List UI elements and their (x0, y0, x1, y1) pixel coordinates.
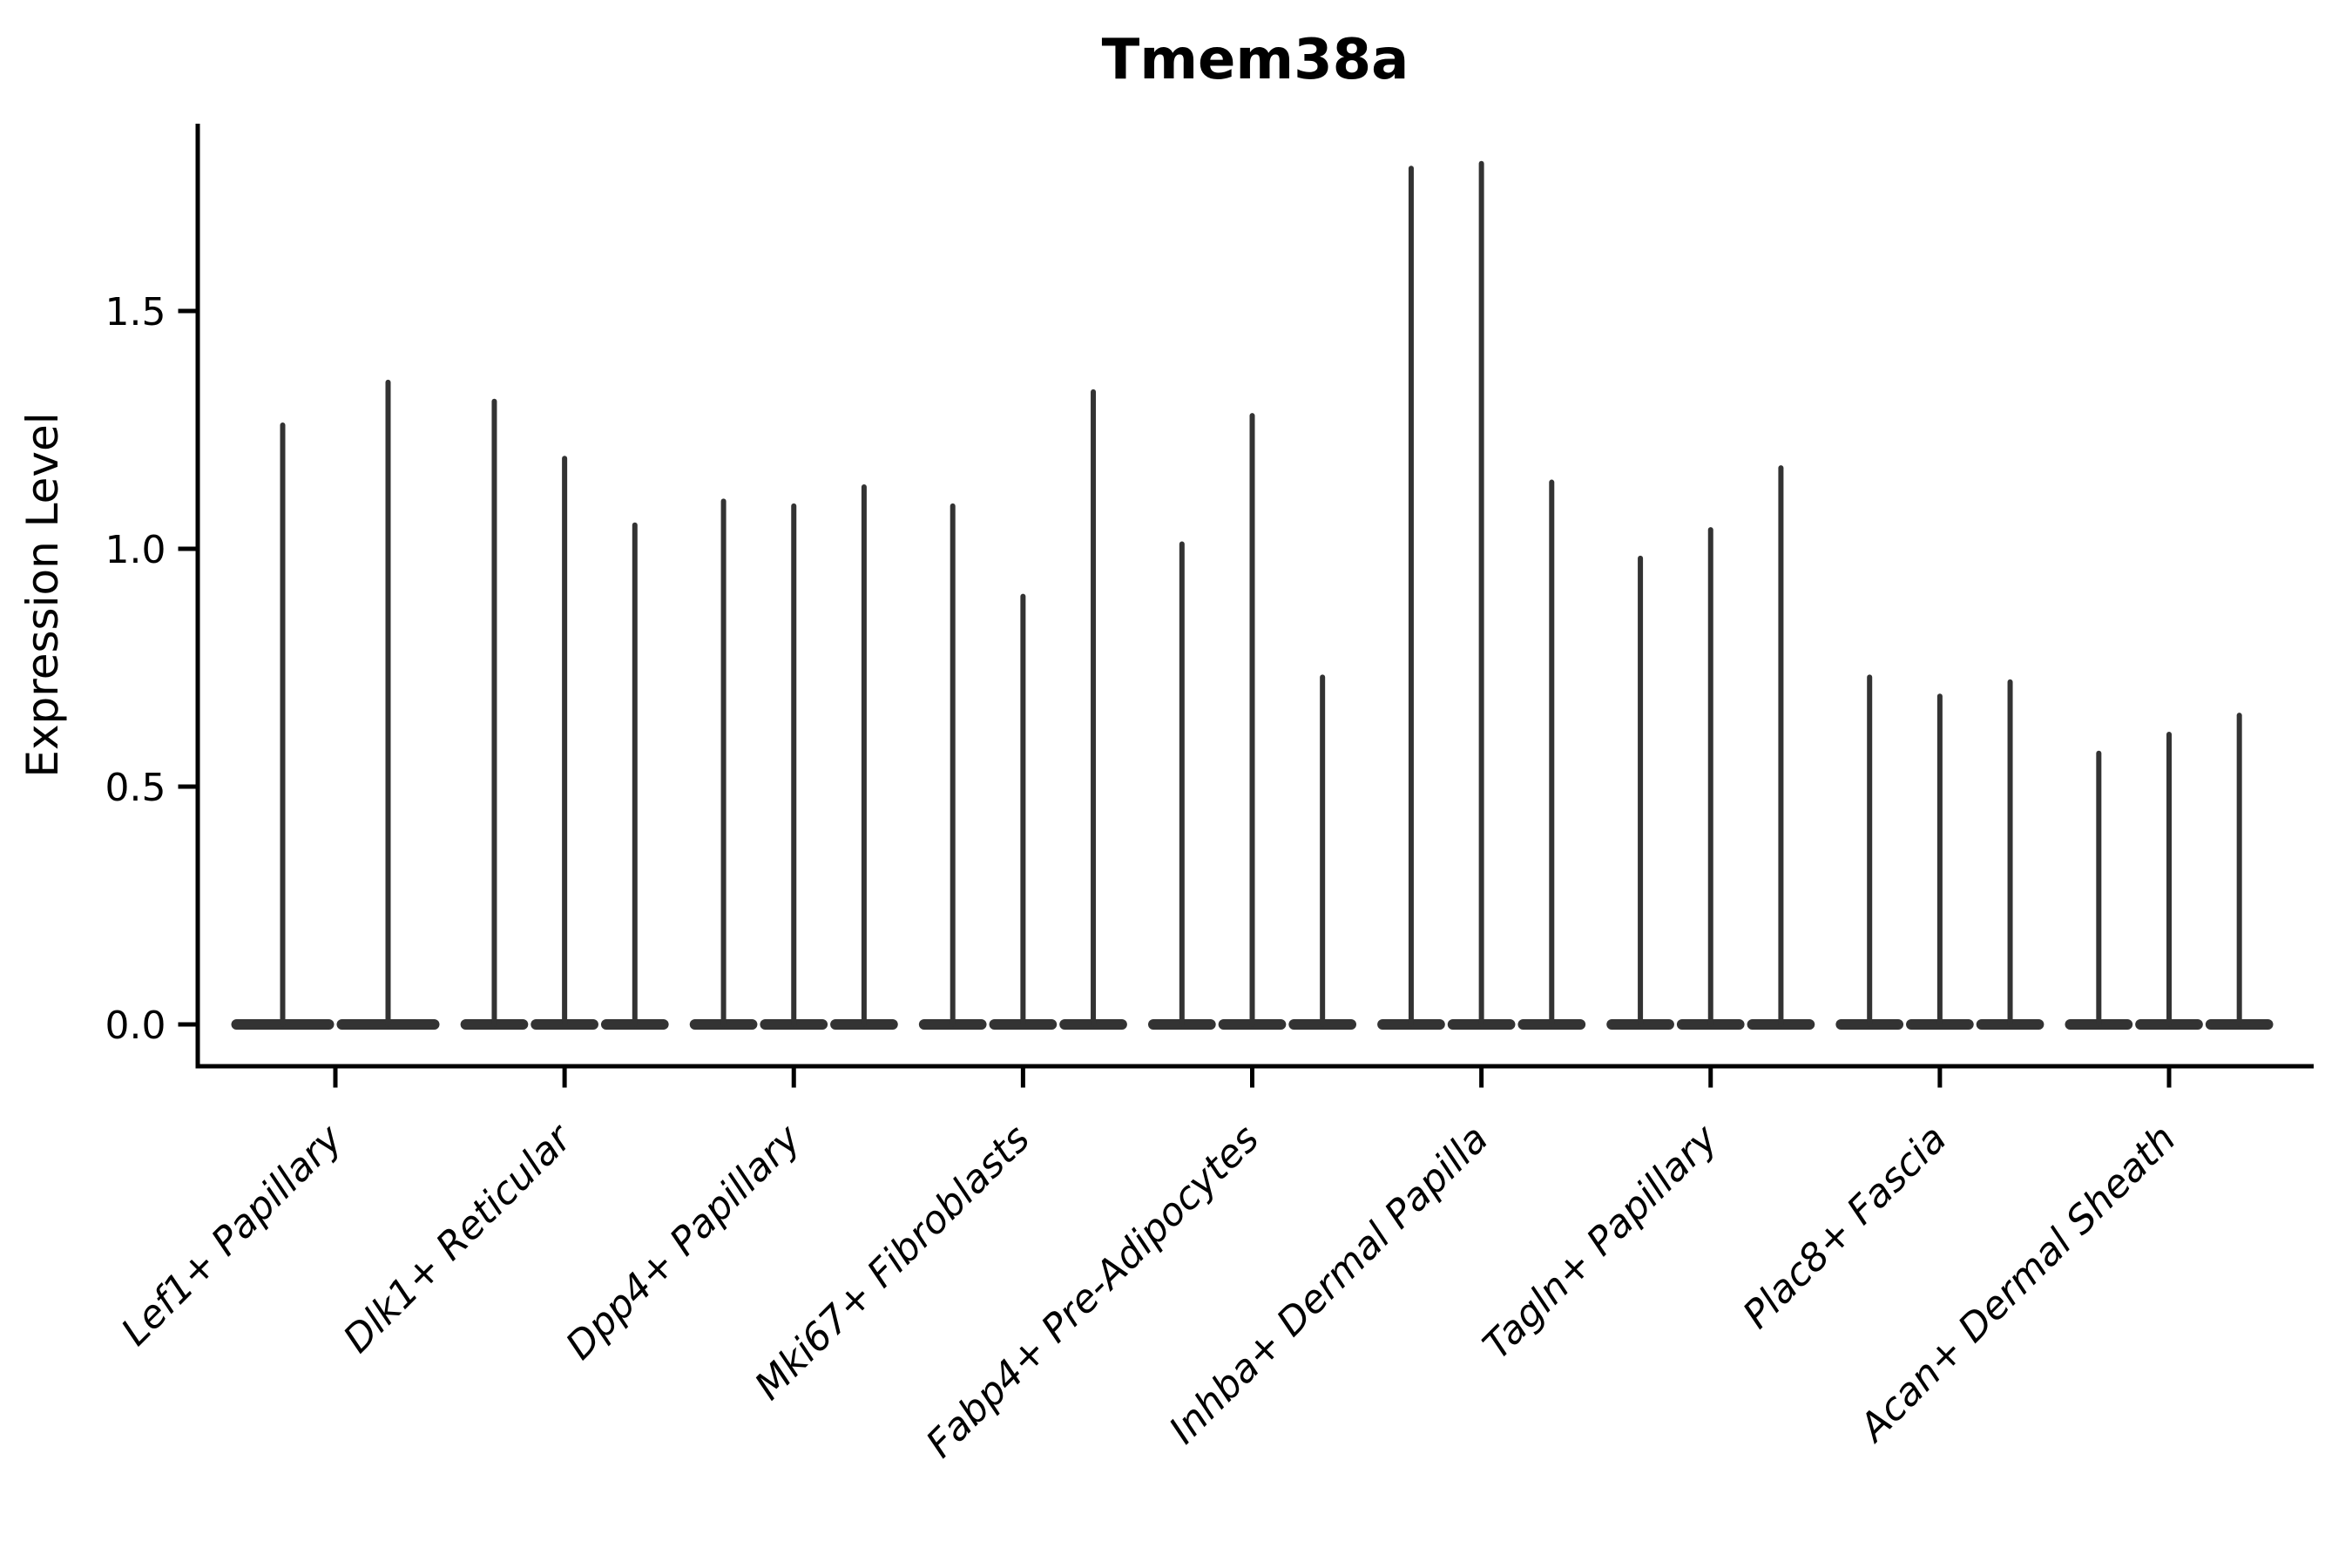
x-tick (562, 1068, 567, 1088)
y-axis-spine (195, 124, 200, 1069)
y-tick (178, 1022, 196, 1027)
x-tick (1708, 1068, 1713, 1088)
x-category-label: Tagln+ Papillary (1475, 1116, 1727, 1368)
x-tick (333, 1068, 338, 1088)
x-tick (1250, 1068, 1254, 1088)
x-category-label: Dpp4+ Papillary (558, 1116, 810, 1369)
y-tick-label: 1.5 (105, 290, 166, 335)
x-tick (1479, 1068, 1484, 1088)
x-tick (1020, 1068, 1025, 1088)
axes: 0.0 0.5 1.0 1.5 (105, 124, 2314, 1088)
y-tick-label: 1.0 (105, 528, 166, 572)
y-tick (178, 308, 196, 314)
x-axis-spine (195, 1064, 2314, 1069)
y-tick (178, 546, 196, 551)
x-category-label: Lef1+ Papillary (113, 1116, 352, 1355)
x-tick (791, 1068, 796, 1088)
chart-title: Tmem38a (1102, 28, 1409, 92)
y-axis-label: Expression Level (17, 412, 68, 777)
y-tick-label: 0.5 (105, 766, 166, 810)
x-category-label: Plac8+ Fascia (1734, 1117, 1955, 1337)
y-tick-label: 0.0 (105, 1004, 166, 1048)
x-category-label: Dlk1+ Reticular (335, 1115, 582, 1362)
y-tick (178, 784, 196, 789)
violins (231, 160, 2274, 1030)
x-tick (2166, 1068, 2172, 1088)
x-tick (1937, 1068, 1943, 1088)
